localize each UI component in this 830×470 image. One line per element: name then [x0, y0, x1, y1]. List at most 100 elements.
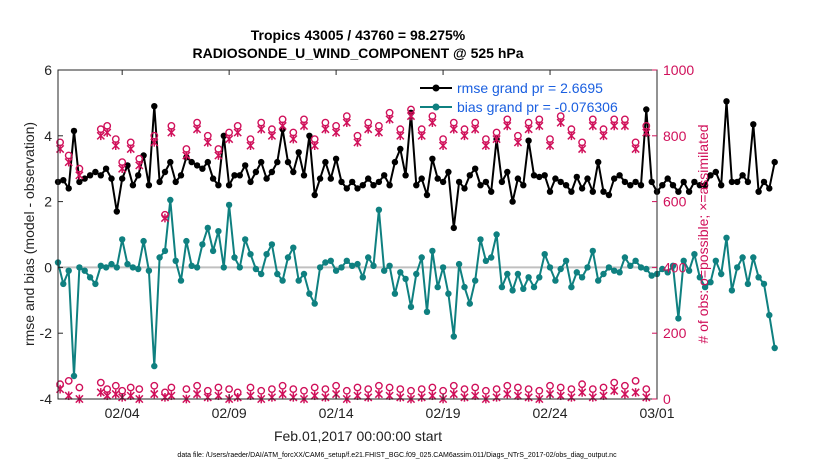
- obs-possible-low-marker: [492, 385, 501, 393]
- obs-possible-low-marker: [300, 386, 308, 395]
- rmse-point: [482, 178, 490, 186]
- rmse-point: [520, 182, 527, 189]
- obs-assimilated-marker: [481, 141, 490, 150]
- bias-point: [268, 241, 276, 248]
- rmse-point: [220, 132, 227, 139]
- rmse-point: [455, 178, 463, 186]
- obs-possible-low-marker: [111, 381, 120, 390]
- bias-point: [429, 247, 436, 255]
- bias-point: [509, 287, 516, 294]
- obs-assimilated-marker: [331, 128, 341, 137]
- rmse-point: [359, 182, 366, 189]
- obs-assimilated-low-marker: [610, 386, 619, 396]
- bias-point: [108, 260, 115, 268]
- bias-point: [573, 269, 580, 276]
- bias-point: [263, 251, 270, 258]
- bias-point: [225, 201, 233, 209]
- bias-point: [70, 372, 78, 380]
- y-left-tick-label: 0: [44, 259, 52, 275]
- bias-point: [450, 333, 457, 340]
- bias-point: [113, 264, 121, 271]
- obs-possible-low-marker: [289, 385, 298, 393]
- series-layer: [54, 98, 778, 380]
- bias-point: [712, 257, 719, 264]
- bias-point: [119, 236, 126, 243]
- bias-point: [546, 264, 554, 271]
- bias-point: [316, 264, 324, 271]
- rmse-point: [252, 168, 260, 176]
- rmse-point: [766, 185, 773, 192]
- rmse-point: [771, 158, 778, 166]
- bias-point: [466, 300, 473, 307]
- obs-assimilated-low-marker: [203, 393, 212, 402]
- obs-possible-low-marker: [578, 380, 586, 389]
- rmse-point: [193, 162, 201, 169]
- y-left-tick-label: 6: [44, 62, 52, 78]
- obs-possible-low-marker: [310, 383, 319, 392]
- obs-assimilated-marker: [374, 128, 384, 137]
- obs-assimilated-low-marker: [111, 389, 120, 399]
- rmse-point: [397, 145, 404, 153]
- bias-point: [445, 290, 452, 297]
- bias-point: [669, 262, 677, 269]
- rmse-point: [306, 132, 313, 139]
- bias-point: [498, 283, 506, 291]
- rmse-point: [525, 137, 532, 144]
- rmse-point: [300, 172, 308, 179]
- bias-point: [290, 244, 297, 251]
- rmse-point: [600, 188, 607, 195]
- rmse-point: [268, 168, 276, 176]
- obs-assimilated-marker: [428, 118, 437, 127]
- rmse-point: [568, 188, 575, 195]
- obs-assimilated-marker: [203, 138, 212, 147]
- obs-assimilated-low-marker: [192, 389, 202, 399]
- bias-point: [578, 274, 586, 281]
- obs-assimilated-low-marker: [588, 393, 597, 402]
- obs-possible-low-marker: [428, 383, 437, 392]
- bias-point: [124, 260, 131, 268]
- bias-point: [183, 237, 190, 245]
- obs-assimilated-marker: [610, 121, 619, 131]
- obs-assimilated-marker: [64, 157, 73, 167]
- obs-possible-low-marker: [267, 385, 276, 393]
- obs-possible-low-marker: [524, 385, 533, 393]
- obs-assimilated-marker: [299, 121, 309, 131]
- obs-possible-low-marker: [610, 378, 619, 387]
- rmse-point: [172, 178, 179, 186]
- obs-possible-low-marker: [64, 376, 73, 385]
- bias-point: [514, 270, 522, 278]
- rmse-point: [343, 185, 350, 192]
- obs-possible-low-marker: [246, 383, 255, 392]
- obs-possible-low-marker: [514, 383, 522, 392]
- bias-point: [723, 234, 730, 241]
- obs-assimilated-marker: [567, 131, 576, 141]
- bias-point: [60, 280, 67, 288]
- obs-assimilated-marker: [103, 128, 112, 137]
- rmse-point: [391, 158, 399, 166]
- rmse-point: [295, 149, 302, 156]
- y-right-tick-label: 400: [663, 259, 687, 275]
- bias-point: [295, 277, 302, 284]
- rmse-point: [225, 182, 233, 189]
- obs-possible-low-marker: [621, 381, 629, 390]
- rmse-point: [151, 103, 158, 110]
- obs-possible-low-marker: [396, 385, 405, 393]
- obs-assimilated-marker: [503, 121, 512, 131]
- rmse-point: [605, 191, 613, 199]
- rmse-point: [536, 173, 543, 181]
- rmse-point: [760, 178, 768, 186]
- obs-assimilated-low-marker: [233, 393, 242, 402]
- rmse-point: [204, 158, 211, 166]
- bias-point: [97, 262, 105, 269]
- obs-possible-low-marker: [75, 383, 84, 392]
- bias-point: [151, 362, 158, 370]
- rmse-point: [124, 162, 131, 169]
- obs-assimilated-marker: [460, 131, 469, 141]
- rmse-point: [562, 182, 570, 189]
- obs-possible-low-marker: [481, 386, 490, 395]
- bias-point: [343, 257, 350, 264]
- obs-assimilated-low-marker: [321, 393, 330, 402]
- obs-assimilated-marker: [620, 121, 630, 131]
- rmse-point: [338, 178, 345, 186]
- bias-point: [680, 257, 687, 264]
